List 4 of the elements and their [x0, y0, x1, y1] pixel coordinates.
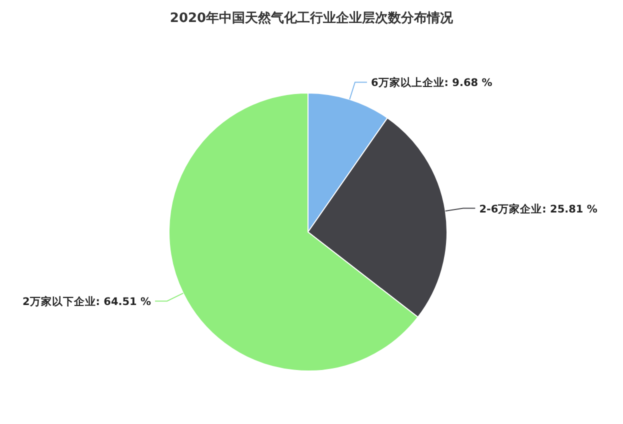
slice-label: 2万家以下企业: 64.51 %: [22, 295, 152, 308]
slice-label: 6万家以上企业: 9.68 %: [371, 76, 493, 90]
chart-title: 2020年中国天然气化工行业企业层次数分布情况: [170, 11, 454, 26]
slice-label: 2-6万家企业: 25.81 %: [479, 202, 598, 216]
